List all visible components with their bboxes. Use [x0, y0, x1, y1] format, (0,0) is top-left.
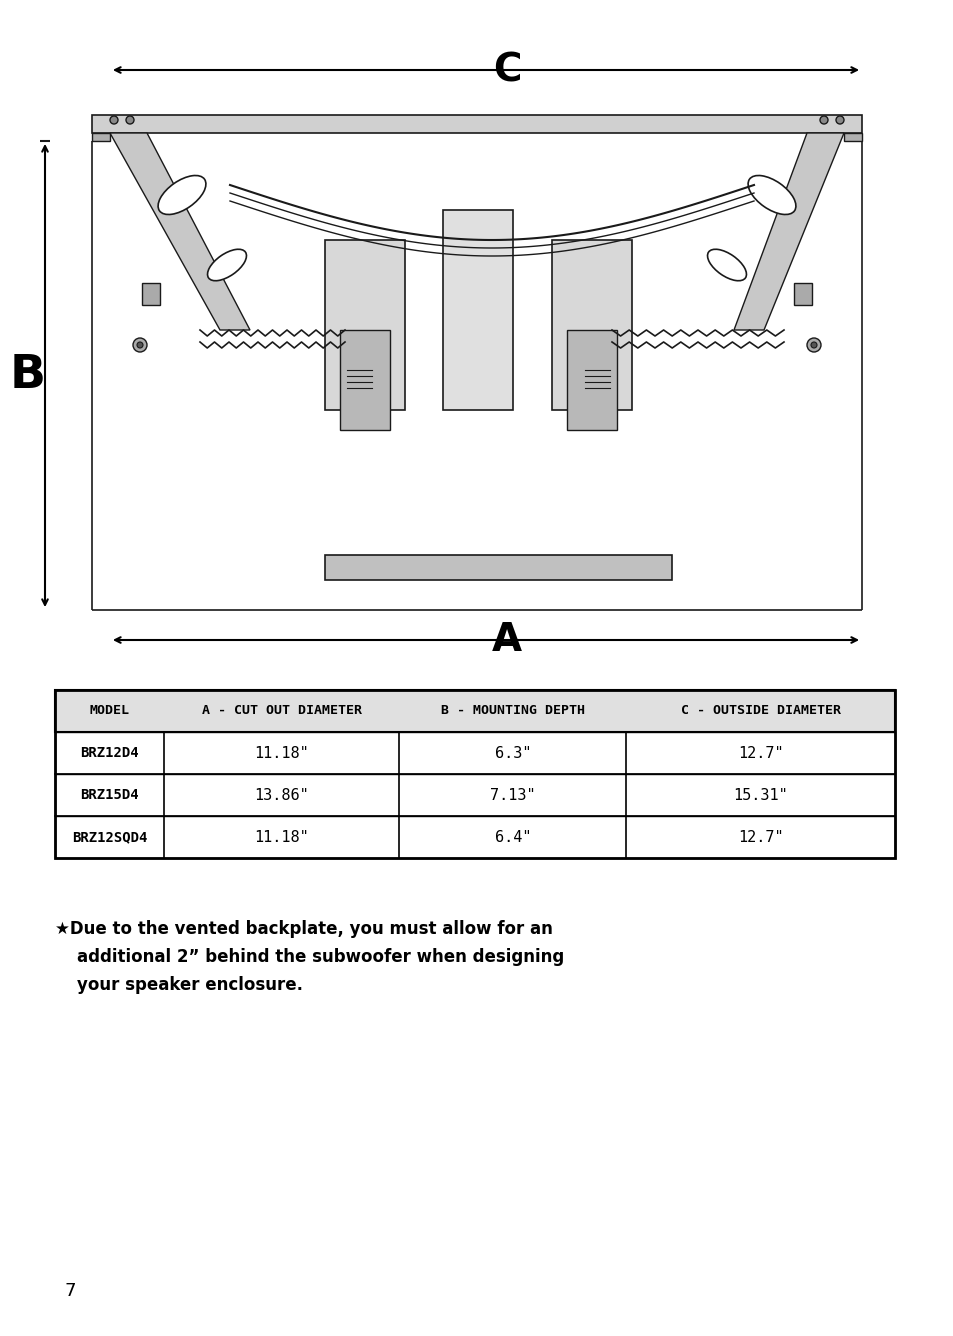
Bar [325, 240, 405, 410]
Text: 15.31": 15.31" [733, 787, 787, 803]
Circle shape [820, 116, 827, 124]
Circle shape [806, 338, 821, 351]
Text: C: C [493, 51, 520, 90]
Text: C - OUTSIDE DIAMETER: C - OUTSIDE DIAMETER [679, 704, 840, 717]
Bar [325, 554, 671, 580]
Text: ★Due to the vented backplate, you must allow for an: ★Due to the vented backplate, you must a… [55, 921, 553, 938]
Circle shape [810, 342, 816, 347]
Text: A - CUT OUT DIAMETER: A - CUT OUT DIAMETER [202, 704, 361, 717]
Bar [345, 330, 375, 359]
Text: additional 2” behind the subwoofer when designing: additional 2” behind the subwoofer when … [77, 949, 563, 966]
Text: your speaker enclosure.: your speaker enclosure. [77, 977, 303, 994]
Text: 7.13": 7.13" [490, 787, 535, 803]
Bar [55, 774, 894, 816]
Text: BRZ12SQD4: BRZ12SQD4 [71, 830, 147, 844]
Text: 13.86": 13.86" [254, 787, 309, 803]
Bar [793, 283, 811, 305]
Text: 7: 7 [65, 1283, 76, 1300]
Ellipse shape [707, 250, 745, 281]
Circle shape [110, 116, 118, 124]
Text: 11.18": 11.18" [254, 745, 309, 760]
Text: BRZ12D4: BRZ12D4 [80, 745, 139, 760]
Ellipse shape [747, 175, 795, 215]
Text: MODEL: MODEL [90, 704, 130, 717]
Bar [142, 283, 160, 305]
Bar [581, 330, 612, 359]
Bar [55, 816, 894, 858]
Text: BRZ15D4: BRZ15D4 [80, 788, 139, 802]
Circle shape [126, 116, 133, 124]
Text: 6.3": 6.3" [494, 745, 531, 760]
Circle shape [835, 116, 843, 124]
Bar [55, 689, 894, 732]
Polygon shape [110, 134, 250, 330]
Ellipse shape [208, 250, 246, 281]
Bar [443, 210, 513, 410]
Polygon shape [733, 134, 843, 330]
Text: 12.7": 12.7" [737, 745, 782, 760]
Bar [55, 732, 894, 774]
Text: 12.7": 12.7" [737, 830, 782, 844]
Bar [566, 330, 617, 430]
Circle shape [137, 342, 143, 347]
Bar [91, 115, 862, 134]
Ellipse shape [158, 175, 206, 215]
Bar [552, 240, 631, 410]
Bar [91, 134, 110, 142]
Text: A: A [492, 621, 521, 659]
Bar [843, 134, 862, 142]
Text: B - MOUNTING DEPTH: B - MOUNTING DEPTH [440, 704, 584, 717]
Bar [339, 330, 390, 430]
Bar [55, 689, 894, 858]
Text: B: B [10, 353, 46, 398]
Text: 6.4": 6.4" [494, 830, 531, 844]
Text: 11.18": 11.18" [254, 830, 309, 844]
Circle shape [132, 338, 147, 351]
